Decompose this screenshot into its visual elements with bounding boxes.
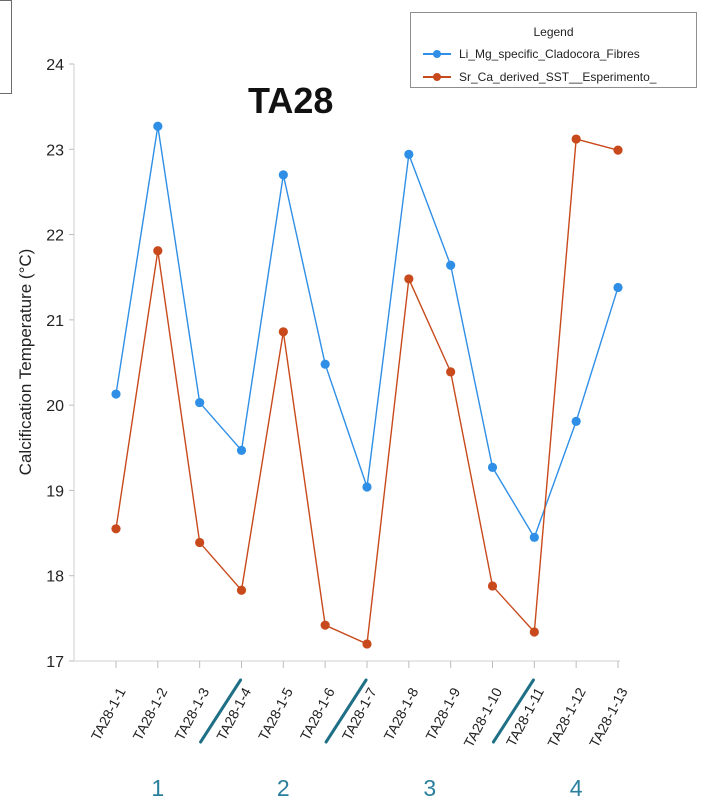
- legend-title: Legend: [533, 25, 574, 39]
- series-2-point-TA28-1-13: [613, 145, 623, 155]
- legend-swatch-li-mg: [423, 49, 451, 59]
- legend-item-sr-ca: Sr_Ca_derived_SST__Esperimento_: [423, 70, 656, 84]
- series-2-point-TA28-1-11: [529, 627, 539, 637]
- series-1-point-TA28-1-4: [236, 445, 247, 455]
- group-label-1: 1: [151, 775, 164, 801]
- series-1-point-TA28-1-5: [278, 170, 288, 180]
- group-label-2: 2: [277, 775, 290, 801]
- x-tick-label-TA28-1-5: TA28-1-5: [255, 685, 296, 743]
- series-1-point-TA28-1-11: [529, 532, 539, 542]
- series-1-point-TA28-1-9: [446, 260, 456, 270]
- y-tick-label-23: 23: [46, 142, 64, 159]
- series-1-point-TA28-1-8: [404, 149, 414, 160]
- group-separator-1: [199, 678, 243, 744]
- x-tick-label-TA28-1-12: TA28-1-12: [544, 685, 589, 750]
- y-tick-label-20: 20: [46, 398, 64, 415]
- series-1-point-TA28-1-3: [195, 397, 205, 408]
- y-tick-label-24: 24: [46, 57, 64, 74]
- y-tick-label-21: 21: [46, 313, 64, 330]
- left-edge-box: [0, 0, 12, 94]
- group-separator-3: [491, 678, 535, 744]
- series-1-point-TA28-1-10: [487, 462, 498, 473]
- series-2-point-TA28-1-5: [278, 327, 288, 337]
- series-2-point-TA28-1-2: [153, 246, 163, 256]
- legend-box: Legend Li_Mg_specific_Cladocora_Fibres S…: [410, 12, 697, 88]
- y-tick-label-22: 22: [46, 228, 64, 245]
- legend-label-li-mg: Li_Mg_specific_Cladocora_Fibres: [459, 47, 640, 61]
- y-tick-label-18: 18: [46, 569, 64, 586]
- series-2-point-TA28-1-7: [362, 639, 372, 649]
- legend-label-sr-ca: Sr_Ca_derived_SST__Esperimento_: [459, 70, 657, 84]
- x-tick-label-TA28-1-10: TA28-1-10: [460, 685, 505, 750]
- x-tick-label-TA28-1-1: TA28-1-1: [88, 685, 129, 743]
- series-2-point-TA28-1-9: [446, 367, 456, 377]
- series-1-point-TA28-1-12: [571, 416, 581, 426]
- group-label-3: 3: [423, 775, 436, 801]
- series-1-point-TA28-1-7: [362, 482, 372, 492]
- y-tick-label-19: 19: [46, 483, 64, 500]
- series-line-1: [115, 125, 619, 539]
- series-line-2: [115, 138, 619, 645]
- y-tick-label-17: 17: [46, 654, 64, 671]
- series-2-point-TA28-1-10: [487, 581, 498, 591]
- series-2-point-TA28-1-1: [111, 524, 121, 534]
- series-1-point-TA28-1-13: [613, 282, 623, 293]
- group-separator-2: [324, 678, 368, 744]
- x-tick-label-TA28-1-8: TA28-1-8: [380, 685, 421, 743]
- group-label-4: 4: [570, 775, 583, 801]
- y-axis-label: Calcification Temperature (°C): [16, 249, 35, 476]
- series-1-point-TA28-1-6: [320, 359, 330, 369]
- series-2-point-TA28-1-12: [571, 134, 581, 144]
- x-tick-label-TA28-1-13: TA28-1-13: [586, 685, 631, 750]
- legend-swatch-sr-ca: [423, 72, 451, 82]
- series-2-point-TA28-1-8: [404, 274, 414, 284]
- series-1-point-TA28-1-2: [153, 121, 163, 131]
- series-2-point-TA28-1-4: [236, 585, 247, 595]
- legend-item-li-mg: Li_Mg_specific_Cladocora_Fibres: [423, 47, 640, 61]
- series-2-point-TA28-1-6: [320, 620, 330, 630]
- x-tick-label-TA28-1-9: TA28-1-9: [422, 685, 463, 743]
- chart-title: TA28: [248, 80, 334, 121]
- series-2-point-TA28-1-3: [195, 537, 205, 548]
- series-1-point-TA28-1-1: [111, 389, 121, 399]
- x-tick-label-TA28-1-2: TA28-1-2: [129, 685, 170, 743]
